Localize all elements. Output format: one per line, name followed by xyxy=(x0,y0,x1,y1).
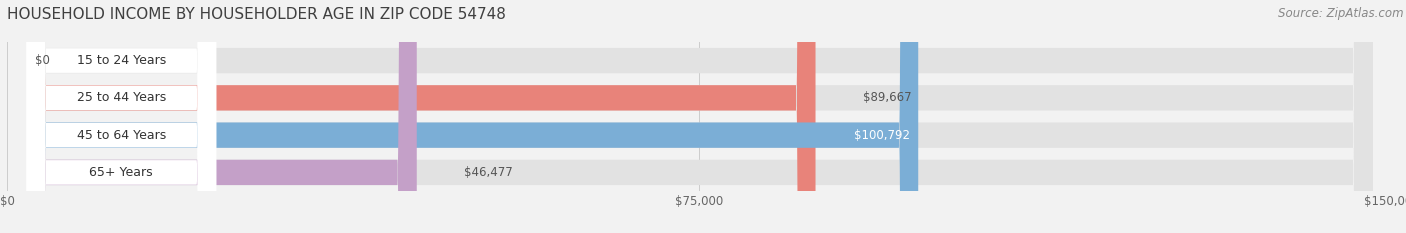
Text: HOUSEHOLD INCOME BY HOUSEHOLDER AGE IN ZIP CODE 54748: HOUSEHOLD INCOME BY HOUSEHOLDER AGE IN Z… xyxy=(7,7,506,22)
Text: Source: ZipAtlas.com: Source: ZipAtlas.com xyxy=(1278,7,1403,20)
Text: 65+ Years: 65+ Years xyxy=(90,166,153,179)
Text: 15 to 24 Years: 15 to 24 Years xyxy=(77,54,166,67)
FancyBboxPatch shape xyxy=(27,0,217,233)
FancyBboxPatch shape xyxy=(27,0,217,233)
FancyBboxPatch shape xyxy=(27,0,1372,233)
Text: $0: $0 xyxy=(35,54,49,67)
Text: $46,477: $46,477 xyxy=(464,166,513,179)
Text: $100,792: $100,792 xyxy=(853,129,910,142)
FancyBboxPatch shape xyxy=(27,0,217,233)
FancyBboxPatch shape xyxy=(27,0,815,233)
FancyBboxPatch shape xyxy=(27,0,1372,233)
Text: $89,667: $89,667 xyxy=(863,91,911,104)
FancyBboxPatch shape xyxy=(27,0,1372,233)
FancyBboxPatch shape xyxy=(27,0,217,233)
Text: 45 to 64 Years: 45 to 64 Years xyxy=(77,129,166,142)
FancyBboxPatch shape xyxy=(27,0,1372,233)
FancyBboxPatch shape xyxy=(27,0,918,233)
Text: 25 to 44 Years: 25 to 44 Years xyxy=(77,91,166,104)
FancyBboxPatch shape xyxy=(27,0,416,233)
